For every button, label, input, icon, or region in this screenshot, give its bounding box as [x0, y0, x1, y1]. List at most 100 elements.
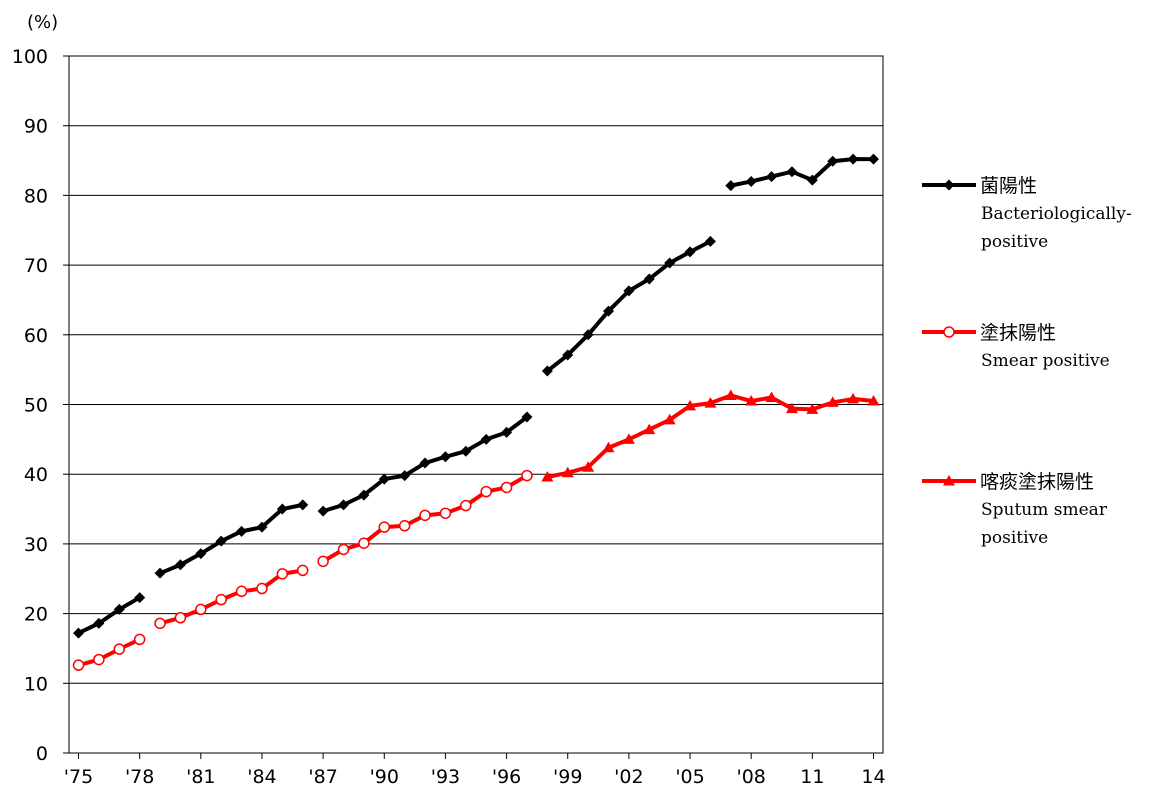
data-point-diamond — [338, 499, 349, 511]
data-point-triangle — [643, 423, 656, 435]
y-tick-label: 50 — [24, 395, 48, 417]
data-point-triangle — [602, 441, 615, 453]
data-point-diamond — [378, 473, 390, 485]
data-point-diamond — [215, 535, 227, 547]
series-2 — [72, 469, 533, 671]
series-1 — [73, 153, 879, 639]
data-point-diamond — [317, 505, 329, 517]
data-point-triangle — [561, 466, 574, 478]
data-point-diamond — [847, 153, 859, 165]
data-point-diamond — [439, 451, 451, 463]
x-tick-label: '96 — [492, 766, 521, 788]
series-line — [77, 595, 141, 635]
series-layer — [72, 153, 880, 671]
y-tick-label: 100 — [12, 46, 48, 68]
data-point-diamond — [276, 503, 288, 515]
data-point-circle — [337, 543, 350, 556]
data-point-circle — [174, 612, 187, 624]
data-point-triangle — [785, 402, 798, 414]
data-point-diamond — [174, 559, 186, 571]
x-tick-label: '02 — [614, 766, 643, 788]
y-tick-label: 30 — [24, 534, 48, 556]
x-tick-label: 14 — [861, 766, 885, 788]
data-point-diamond — [541, 365, 553, 377]
data-point-triangle — [582, 461, 595, 472]
data-point-diamond — [297, 499, 309, 511]
data-point-diamond — [704, 235, 716, 247]
legend-label-en: positive — [981, 232, 1048, 252]
legend-label: 菌陽性 — [980, 175, 1037, 197]
data-point-diamond — [684, 246, 696, 258]
data-point-diamond — [93, 617, 105, 629]
data-point-diamond — [766, 171, 778, 183]
data-point-triangle — [765, 391, 778, 403]
data-point-diamond — [745, 175, 757, 187]
data-point-circle — [296, 564, 309, 577]
y-unit-label: (%) — [27, 12, 58, 33]
data-point-diamond — [154, 567, 166, 579]
series-line — [546, 239, 712, 373]
y-tick-label: 20 — [24, 604, 48, 626]
data-point-circle — [154, 617, 166, 630]
y-tick-label: 10 — [24, 673, 48, 695]
legend-label: 喀痰塗抹陽性 — [980, 470, 1094, 493]
data-point-triangle — [847, 392, 860, 404]
y-tick-label: 90 — [24, 116, 48, 138]
data-point-triangle — [684, 399, 697, 411]
data-point-diamond — [73, 627, 84, 639]
x-tick-label: '87 — [308, 766, 337, 788]
data-point-circle — [480, 485, 492, 498]
data-point-circle — [317, 555, 329, 568]
data-point-circle — [419, 509, 431, 522]
data-point-triangle — [541, 470, 554, 482]
legend-label-en: Sputum smear — [981, 500, 1108, 520]
x-axis: '75 '78 '81 '84 '87 '90 '93 '96 '99 '02 '05 '08 11 14 — [64, 753, 886, 788]
legend-label-en: Bacteriologically- — [981, 204, 1132, 224]
series-line — [546, 393, 874, 479]
data-point-circle — [256, 582, 268, 595]
x-tick-label: '08 — [736, 766, 765, 788]
y-axis: 0 10 20 30 40 50 60 70 80 90 100 — [12, 46, 69, 765]
y-tick-label: 80 — [24, 185, 48, 207]
data-point-triangle — [826, 396, 839, 407]
data-point-circle — [72, 659, 85, 671]
data-point-circle — [358, 537, 370, 549]
data-point-circle — [113, 643, 126, 655]
data-point-diamond — [113, 603, 125, 615]
data-point-circle — [215, 593, 227, 606]
data-point-diamond — [725, 180, 737, 192]
data-point-diamond — [358, 489, 370, 501]
x-tick-label: '99 — [553, 766, 582, 788]
series-3 — [541, 389, 880, 482]
data-point-diamond — [399, 470, 411, 482]
data-point-circle — [276, 568, 289, 580]
data-point-triangle — [806, 403, 819, 414]
data-point-diamond — [664, 257, 676, 269]
data-point-circle — [93, 653, 105, 666]
x-tick-label: '93 — [431, 766, 460, 788]
data-point-diamond — [195, 548, 207, 560]
data-point-diamond — [643, 273, 655, 285]
data-point-circle — [500, 481, 513, 494]
data-point-diamond — [501, 426, 513, 438]
data-point-diamond — [603, 305, 614, 317]
data-point-triangle — [724, 389, 737, 400]
x-tick-label: '90 — [370, 766, 399, 788]
data-point-diamond — [236, 525, 248, 537]
data-point-diamond — [521, 411, 533, 423]
data-point-triangle — [745, 395, 758, 406]
data-point-diamond — [256, 521, 268, 533]
data-point-circle — [439, 507, 452, 519]
data-point-circle — [521, 469, 533, 482]
data-point-triangle — [867, 395, 880, 406]
legend-label-en: positive — [981, 528, 1048, 548]
data-point-circle — [460, 499, 472, 512]
data-point-diamond — [134, 592, 146, 604]
legend-label: 塗抹陽性 — [980, 321, 1056, 344]
data-point-circle — [235, 585, 248, 598]
data-point-diamond — [623, 285, 635, 297]
series-line — [77, 637, 141, 668]
legend: 菌陽性 Bacteriologically-positive 塗抹陽性 Smear p… — [922, 175, 1132, 548]
data-point-circle — [133, 633, 146, 646]
